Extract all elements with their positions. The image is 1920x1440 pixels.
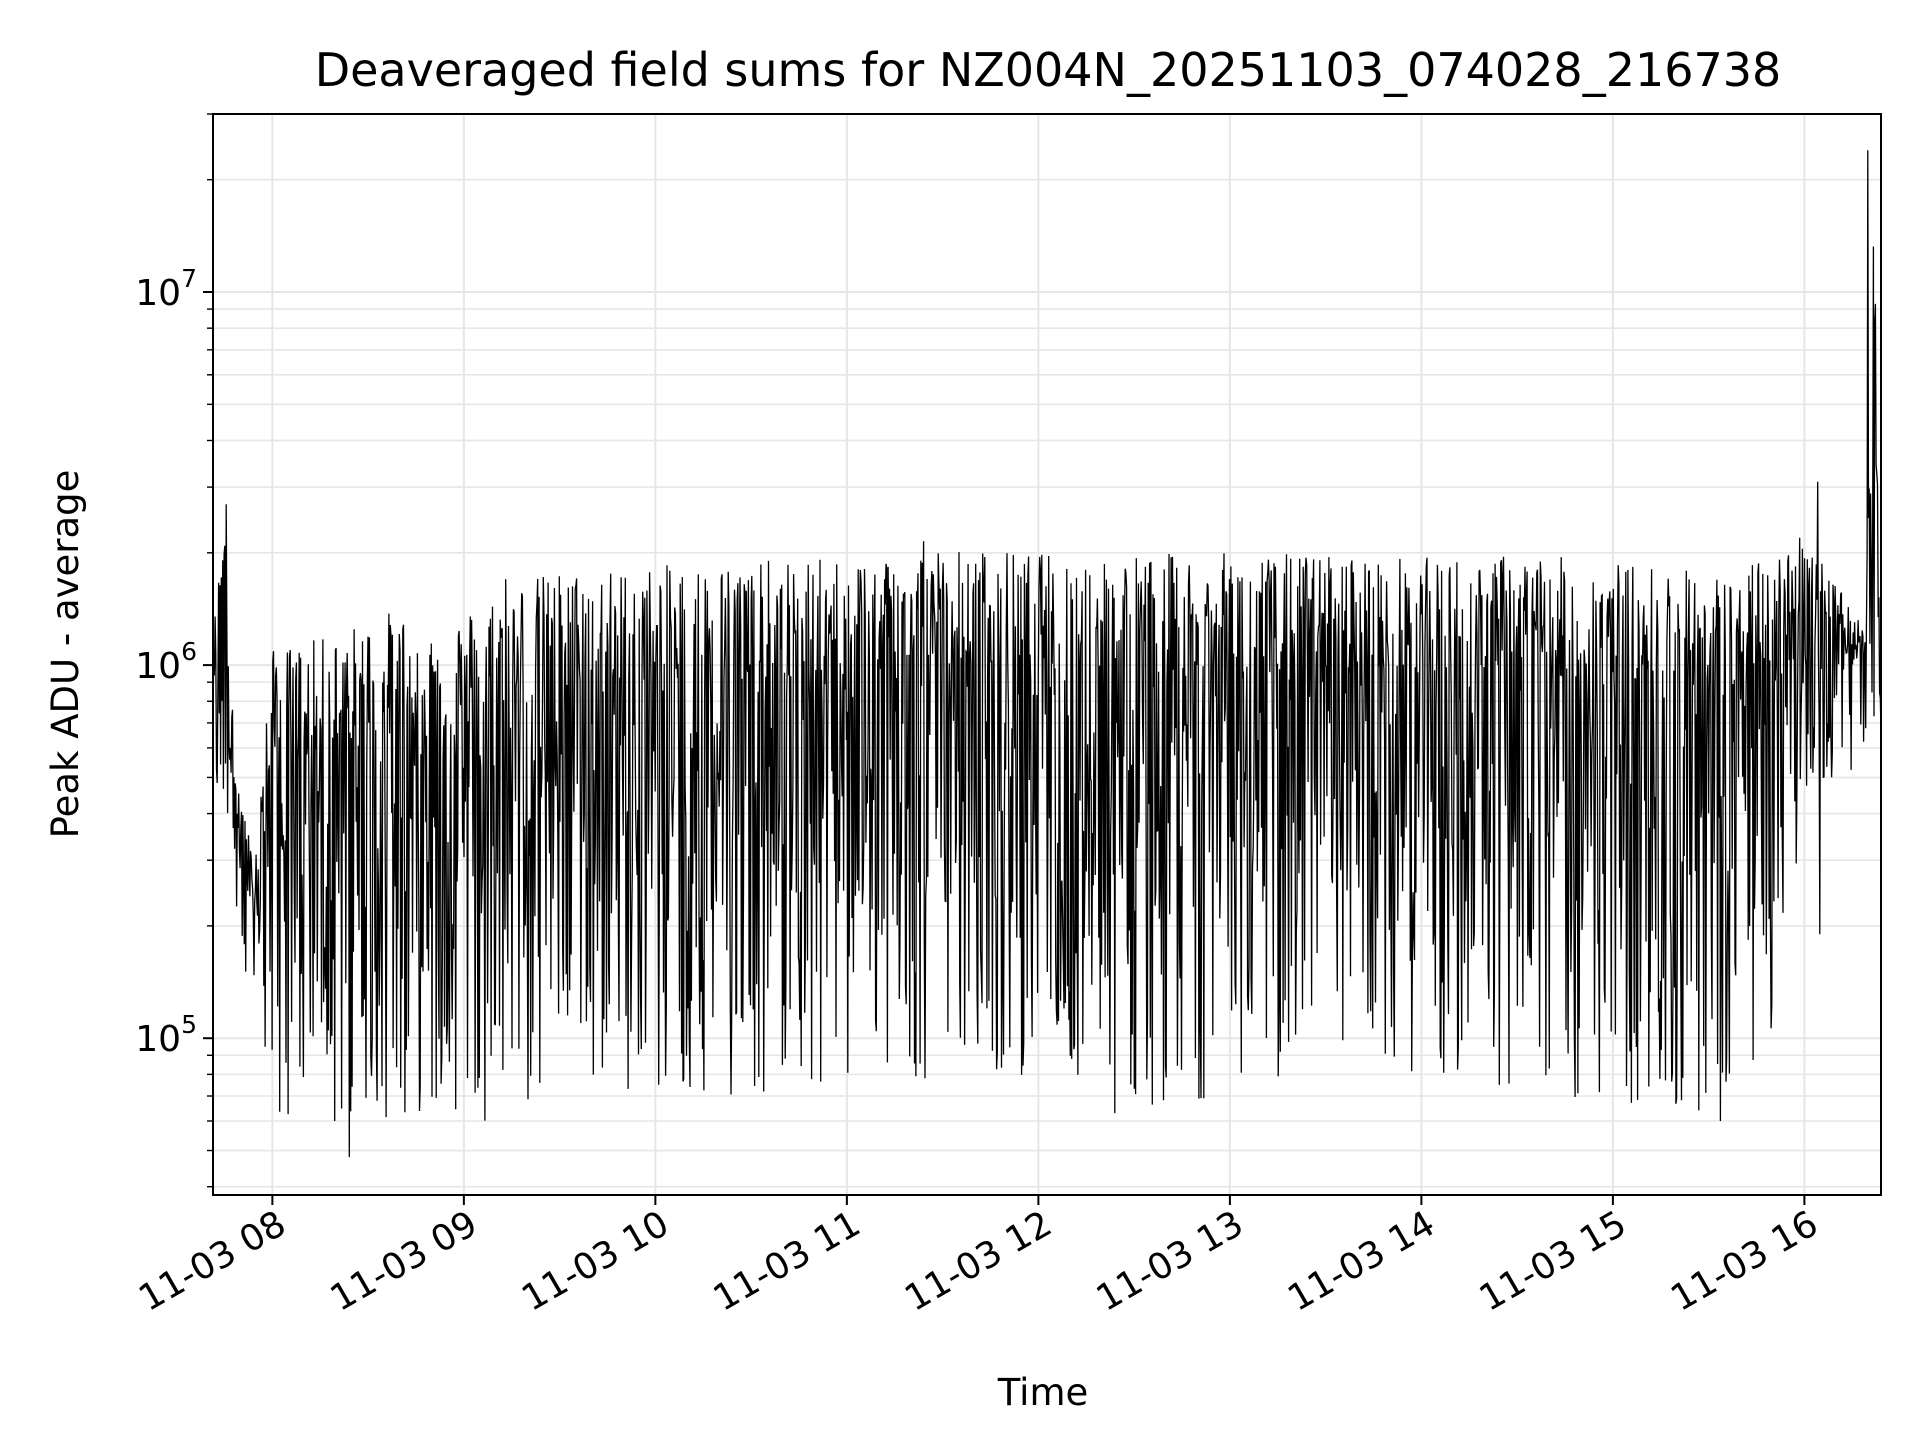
y-axis-label: Peak ADU - average — [44, 470, 87, 839]
plot-frame — [212, 113, 1882, 1196]
y-tick-label: 107 — [135, 264, 197, 314]
chart-title: Deaveraged field sums for NZ004N_2025110… — [315, 43, 1782, 97]
y-tick-label: 105 — [135, 1010, 197, 1060]
axis-ticks — [203, 113, 1806, 1205]
data-series — [212, 150, 1882, 1158]
y-tick-label: 106 — [135, 637, 197, 687]
x-axis-label: Time — [997, 1371, 1089, 1414]
y-tick-labels: 105 106 107 — [135, 264, 197, 1060]
series-line — [212, 150, 1882, 1158]
